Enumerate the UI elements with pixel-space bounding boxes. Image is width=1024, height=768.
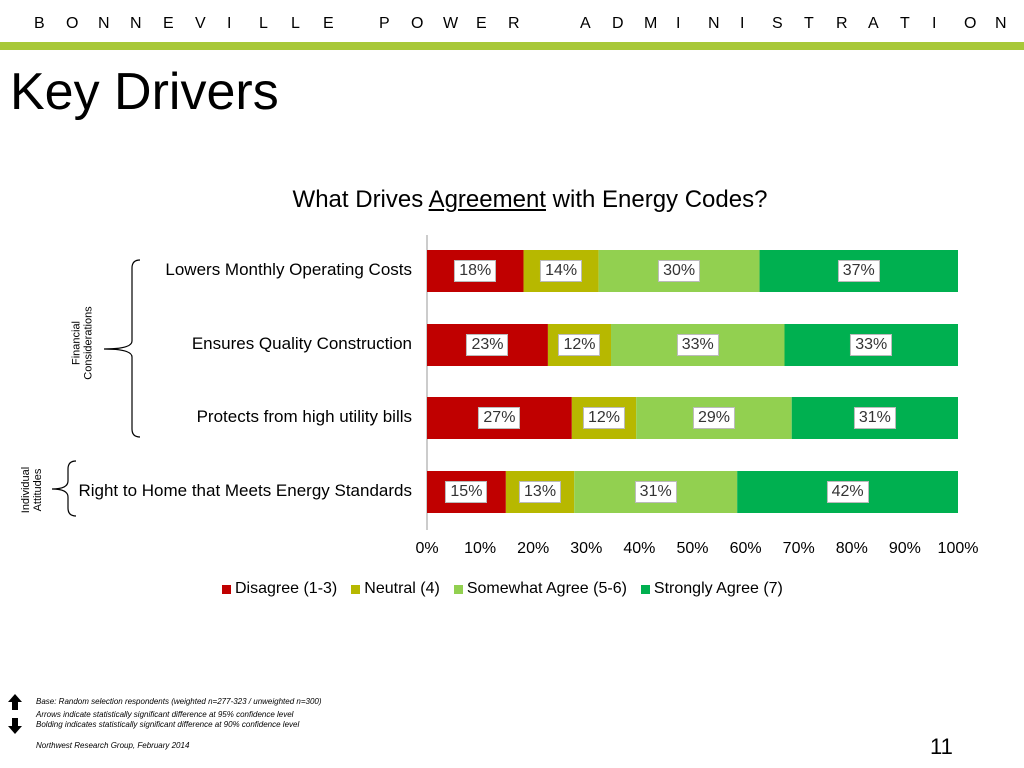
footnote-bolding: Bolding indicates statistically signific… [36,720,300,729]
group-brace [51,460,77,517]
org-letter: W [443,15,459,32]
arrow-up-icon [8,694,22,710]
chart-title: What Drives Agreement with Energy Codes? [0,186,1024,214]
x-tick-label: 0% [415,540,439,557]
org-letter: S [772,15,783,32]
org-letter: D [612,15,624,32]
org-letter: T [804,15,814,32]
data-label: 23% [466,334,509,356]
header-rule [0,42,1024,50]
chart-title-part-3: with Energy Codes? [545,186,768,213]
org-letter: O [411,15,424,32]
org-letter: I [227,15,232,32]
footnote-source: Northwest Research Group, February 2014 [36,741,190,750]
x-tick-label: 80% [835,540,868,557]
org-letter: O [66,15,79,32]
x-tick-label: 20% [517,540,550,557]
data-label: 15% [445,481,488,503]
legend-label: Neutral (4) [364,580,440,597]
legend-label: Disagree (1-3) [235,580,338,597]
legend-label: Strongly Agree (7) [653,580,783,597]
category-label: Lowers Monthly Operating Costs [165,260,412,279]
legend-swatch [453,584,463,594]
page-number: 11 [930,734,953,759]
x-tick-label: 70% [782,540,815,557]
page-title: Key Drivers [10,63,279,121]
x-tick-label: 40% [623,540,656,557]
group-label-line: Financial [70,320,83,366]
group-label-line: Individual [20,466,33,514]
data-label: 33% [850,334,893,356]
legend-swatch [640,584,650,594]
category-label: Protects from high utility bills [196,407,412,426]
footnote-arrows: Arrows indicate statistically significan… [36,710,294,719]
org-letter: I [676,15,681,32]
arrow-down-icon [8,718,22,734]
legend-item: Somewhat Agree (5-6) [453,580,627,598]
data-label: 33% [676,334,719,356]
data-label: 42% [826,481,869,503]
org-letter: E [163,15,174,32]
org-letter: V [195,15,206,32]
data-label: 14% [540,260,583,282]
group-label-line: Considerations [82,306,95,380]
data-label: 30% [658,260,701,282]
chart-legend: Disagree (1-3) Neutral (4) Somewhat Agree … [222,580,783,598]
group-label-line: Attitudes [32,468,45,512]
chart-title-part-2: Agreement [428,186,546,213]
x-tick-label: 60% [729,540,762,557]
data-label: 31% [634,481,677,503]
data-label: 27% [478,407,521,429]
group-brace [103,259,141,438]
footnote-base: Base: Random selection respondents (weig… [36,697,322,706]
category-label: Ensures Quality Construction [191,334,412,353]
legend-swatch [351,584,361,594]
org-letter: E [476,15,487,32]
category-label: Right to Home that Meets Energy Standard… [78,481,412,500]
org-letter: P [379,15,390,32]
data-label: 13% [519,481,562,503]
legend-label: Somewhat Agree (5-6) [466,580,627,597]
data-label: 12% [558,334,601,356]
legend-item: Disagree (1-3) [222,580,337,598]
org-letter: L [291,15,300,32]
org-letter: R [508,15,520,32]
x-tick-label: 10% [464,540,497,557]
legend-item: Neutral (4) [351,580,440,598]
org-letter: B [34,15,45,32]
data-label: 29% [692,407,735,429]
org-letter: A [580,15,591,32]
x-tick-label: 100% [937,540,979,557]
org-letter: I [932,15,937,32]
org-letter: N [708,15,720,32]
org-letter: I [740,15,745,32]
group-label: Financial Considerations [70,306,94,379]
group-label: Individual Attitudes [20,467,44,513]
data-label: 37% [837,260,880,282]
chart-title-part-1: What Drives [292,186,429,213]
org-letter: A [868,15,879,32]
org-letter: M [644,15,658,32]
org-letter: N [98,15,110,32]
org-letter: E [323,15,334,32]
x-tick-label: 90% [888,540,921,557]
data-label: 18% [454,260,497,282]
legend-item: Strongly Agree (7) [640,580,783,598]
x-tick-label: 30% [570,540,603,557]
org-letter: O [964,15,977,32]
org-letter: L [259,15,268,32]
data-label: 31% [853,407,896,429]
org-letter: N [995,15,1007,32]
x-tick-label: 50% [676,540,709,557]
org-letter: T [900,15,910,32]
org-letter: N [130,15,142,32]
data-label: 12% [582,407,626,429]
org-letter: R [836,15,848,32]
legend-swatch [222,584,231,594]
